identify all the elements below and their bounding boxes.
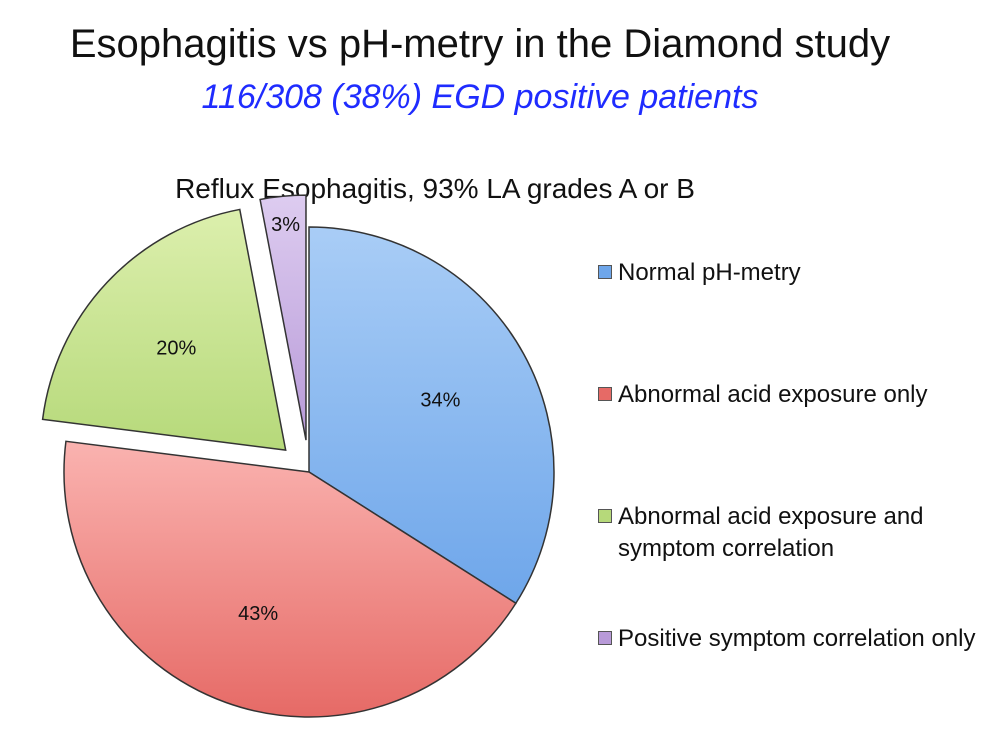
legend-swatch <box>598 387 612 401</box>
legend-swatch <box>598 265 612 279</box>
chart-title: Reflux Esophagitis, 93% LA grades A or B <box>175 173 695 204</box>
slice-data-label: 20% <box>156 337 196 359</box>
pie-slices: 34% 43% 20% 3% <box>41 194 555 718</box>
slice-abnormal-acid-and-symptom <box>41 208 287 451</box>
legend-label: Normal pH-metry <box>618 259 801 286</box>
slice-data-label: 43% <box>238 603 278 625</box>
slice-data-label: 34% <box>420 390 460 412</box>
slice-data-label: 3% <box>271 214 300 236</box>
page-title: Esophagitis vs pH-metry in the Diamond s… <box>69 22 891 66</box>
legend-label: Abnormal acid exposure and symptom corre… <box>618 503 924 562</box>
legend-label: Abnormal acid exposure only <box>618 381 928 408</box>
legend-label: Positive symptom correlation only <box>618 625 976 652</box>
slice-positive-symptom-only <box>259 194 307 441</box>
legend-swatch <box>598 631 612 645</box>
legend-swatch <box>598 509 612 523</box>
slice-abnormal-acid-exposure-only <box>63 440 517 718</box>
slice-normal-ph-metry <box>308 226 555 605</box>
page-subtitle: 116/308 (38%) EGD positive patients <box>201 78 759 116</box>
